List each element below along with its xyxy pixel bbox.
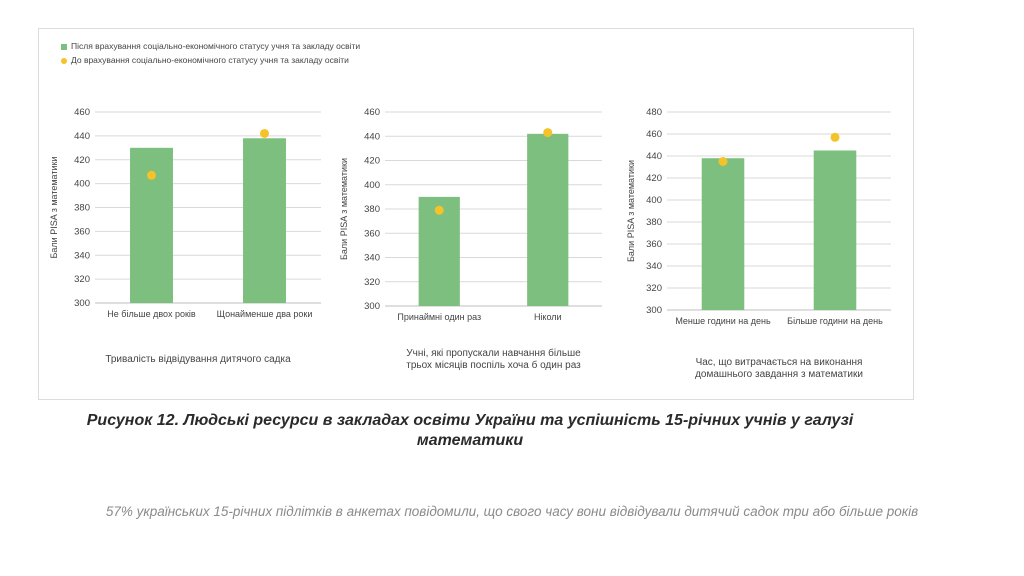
legend-item-after: Після врахування соціально-економічного … xyxy=(61,41,361,52)
y-tick-label: 400 xyxy=(364,180,380,191)
data-point xyxy=(434,205,444,215)
y-tick-label: 300 xyxy=(364,301,380,312)
y-tick-label: 300 xyxy=(74,298,90,309)
y-tick-label: 460 xyxy=(646,129,662,140)
bar xyxy=(701,158,745,310)
chart-legend: Після врахування соціально-економічного … xyxy=(61,41,361,69)
y-tick-label: 320 xyxy=(364,277,380,288)
y-tick-label: 340 xyxy=(646,261,662,272)
x-tick-label: Щонайменше два роки xyxy=(217,309,313,319)
y-tick-label: 340 xyxy=(364,253,380,264)
figure-caption: Рисунок 12. Людські ресурси в закладах о… xyxy=(86,412,854,449)
x-tick-label: Принаймні один раз xyxy=(397,312,481,322)
x-axis-title: Час, що витрачається на виконання xyxy=(696,357,863,368)
y-tick-label: 460 xyxy=(74,107,90,118)
bar-swatch-icon xyxy=(61,44,67,50)
dot-swatch-icon xyxy=(61,58,67,64)
data-point xyxy=(260,128,269,138)
data-point xyxy=(543,128,553,138)
y-tick-label: 420 xyxy=(74,155,90,166)
figure-frame: Після врахування соціально-економічного … xyxy=(38,28,914,400)
y-tick-label: 400 xyxy=(646,195,662,206)
y-tick-label: 420 xyxy=(646,173,662,184)
y-tick-label: 320 xyxy=(646,283,662,294)
y-tick-label: 320 xyxy=(74,274,90,285)
x-tick-label: Ніколи xyxy=(534,312,562,322)
y-tick-label: 360 xyxy=(74,226,90,237)
x-axis-title: трьох місяців поспіль хоча б один раз xyxy=(406,359,581,371)
data-point xyxy=(830,132,840,142)
y-tick-label: 460 xyxy=(364,107,380,118)
x-tick-label: Більше години на день xyxy=(787,316,883,326)
y-tick-label: 440 xyxy=(646,151,662,162)
y-axis-label: Бали PISA з математики xyxy=(49,157,59,259)
y-tick-label: 360 xyxy=(364,228,380,239)
x-axis-title: домашнього завдання з математики xyxy=(695,369,863,380)
y-tick-label: 360 xyxy=(646,239,662,250)
y-tick-label: 440 xyxy=(364,131,380,142)
y-tick-label: 420 xyxy=(364,156,380,167)
y-tick-label: 340 xyxy=(74,250,90,261)
bar xyxy=(418,196,460,306)
x-axis-title: Тривалість відвідування дитячого садка xyxy=(105,354,291,365)
legend-before-label: До врахування соціально-економічного ста… xyxy=(71,55,349,65)
bar-charts: 300 320 340 360 380 400 420 440 460 Бали PISA з м… xyxy=(49,107,891,380)
x-axis-title: Учні, які пропускали навчання більше xyxy=(406,347,581,359)
x-tick-label: Менше години на день xyxy=(675,316,771,326)
y-tick-label: 380 xyxy=(646,217,662,228)
legend-after-label: Після врахування соціально-економічного … xyxy=(71,41,361,51)
data-point xyxy=(147,170,156,180)
data-point xyxy=(718,157,728,166)
x-tick-label: Не більше двох років xyxy=(107,309,196,319)
y-tick-label: 300 xyxy=(646,305,662,316)
bar xyxy=(813,150,857,310)
y-tick-label: 440 xyxy=(74,131,90,142)
y-axis-label: Бали PISA з математики xyxy=(626,160,636,262)
legend-item-before: До врахування соціально-економічного ста… xyxy=(61,55,361,66)
y-tick-label: 400 xyxy=(74,179,90,190)
y-tick-label: 380 xyxy=(364,204,380,215)
bar xyxy=(527,133,569,306)
figure-note: 57% українських 15-річних підлітків в ан… xyxy=(105,504,919,519)
bar xyxy=(243,138,286,303)
y-axis-label: Бали PISA з математики xyxy=(339,158,349,260)
y-tick-label: 480 xyxy=(646,107,662,118)
y-tick-label: 380 xyxy=(74,203,90,214)
